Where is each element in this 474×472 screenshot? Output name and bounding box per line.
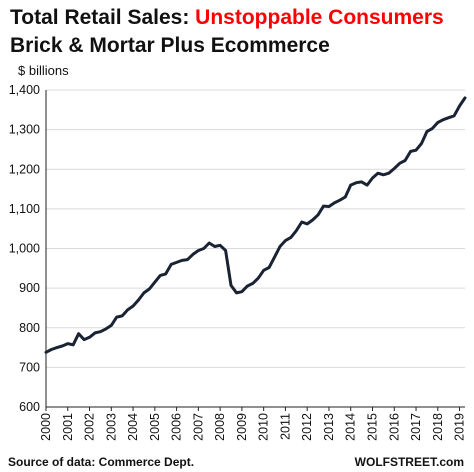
gridlines xyxy=(46,89,465,368)
chart-header: Total Retail Sales: Unstoppable Consumer… xyxy=(10,4,444,60)
x-tick-label: 2009 xyxy=(235,413,249,441)
x-tick-label: 2019 xyxy=(453,413,467,441)
y-tick-label: 800 xyxy=(19,321,40,335)
x-tick-label: 2001 xyxy=(61,413,75,441)
y-tick-label: 1,300 xyxy=(9,123,40,137)
x-axis-tick-labels: 2000 2001 2002 2003 2004 2005 2006 2007 2008 2009… xyxy=(39,413,467,441)
y-tick-label: 600 xyxy=(19,400,40,414)
chart-title: Total Retail Sales: Unstoppable Consumer… xyxy=(10,4,444,32)
x-tick-label: 2004 xyxy=(126,413,140,441)
x-tick-label: 2000 xyxy=(39,413,53,441)
y-tick-label: 1,400 xyxy=(9,83,40,97)
x-tick-label: 2012 xyxy=(300,413,314,441)
y-axis-unit-label: $ billions xyxy=(18,63,69,78)
brand-watermark: WOLFSTREET.com xyxy=(354,455,464,469)
x-tick-label: 2003 xyxy=(104,413,118,441)
y-tick-label: 1,200 xyxy=(9,162,40,176)
chart-title-prefix: Total Retail Sales: xyxy=(10,6,196,29)
series-line-retail-sales xyxy=(44,96,467,354)
x-tick-label: 2002 xyxy=(83,413,97,441)
x-tick-label: 2006 xyxy=(170,413,184,441)
x-tick-label: 2011 xyxy=(278,413,292,440)
axes xyxy=(45,90,465,411)
x-tick-label: 2013 xyxy=(322,413,336,441)
x-tick-label: 2018 xyxy=(431,413,445,441)
y-tick-label: 700 xyxy=(19,360,40,374)
y-tick-label: 1,100 xyxy=(9,202,40,216)
x-tick-label: 2007 xyxy=(191,413,205,441)
x-tick-label: 2015 xyxy=(365,413,379,441)
x-tick-label: 2016 xyxy=(387,413,401,441)
chart-title-accent: Unstoppable Consumers xyxy=(195,6,444,29)
y-tick-label: 1,000 xyxy=(9,242,40,256)
x-tick-label: 2008 xyxy=(213,413,227,441)
data-source-note: Source of data: Commerce Dept. xyxy=(8,455,195,469)
x-tick-label: 2014 xyxy=(344,413,358,441)
x-tick-label: 2010 xyxy=(257,413,271,441)
y-axis-tick-labels: 600 700 800 900 1,000 1,100 1,200 1,300 1,400 xyxy=(9,83,40,414)
chart-subtitle: Brick & Mortar Plus Ecommerce xyxy=(10,34,330,57)
x-tick-label: 2005 xyxy=(148,413,162,441)
y-tick-label: 900 xyxy=(19,281,40,295)
x-tick-label: 2017 xyxy=(409,413,423,441)
